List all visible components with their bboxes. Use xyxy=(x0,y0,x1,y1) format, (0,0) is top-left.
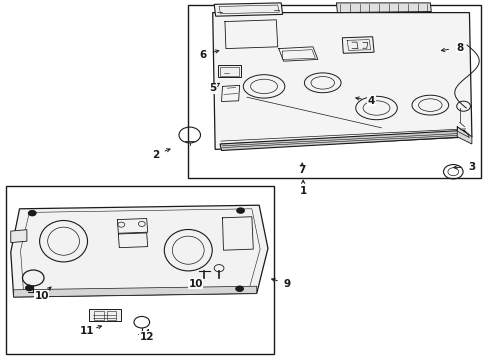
Bar xyxy=(220,67,238,76)
Bar xyxy=(217,65,241,77)
Bar xyxy=(6,186,273,354)
Text: 2: 2 xyxy=(152,150,159,160)
Polygon shape xyxy=(336,3,430,13)
Polygon shape xyxy=(212,13,471,149)
Text: 12: 12 xyxy=(139,332,154,342)
Text: 7: 7 xyxy=(298,165,305,175)
Circle shape xyxy=(28,210,37,216)
Circle shape xyxy=(236,207,244,214)
Text: 4: 4 xyxy=(367,96,375,106)
Bar xyxy=(89,309,121,321)
Polygon shape xyxy=(456,127,471,144)
Polygon shape xyxy=(214,3,282,16)
Text: 10: 10 xyxy=(188,279,203,289)
Text: 3: 3 xyxy=(468,162,474,172)
Polygon shape xyxy=(220,130,466,150)
Text: 9: 9 xyxy=(284,279,290,289)
Polygon shape xyxy=(11,230,27,243)
Polygon shape xyxy=(14,286,256,297)
Bar xyxy=(94,311,103,320)
Bar xyxy=(188,5,480,178)
Circle shape xyxy=(25,285,34,291)
Text: 1: 1 xyxy=(299,186,306,196)
Text: 10: 10 xyxy=(34,291,49,301)
Bar xyxy=(106,311,116,320)
Polygon shape xyxy=(11,205,267,297)
Circle shape xyxy=(235,285,244,292)
Polygon shape xyxy=(342,37,373,53)
Text: 8: 8 xyxy=(455,42,462,53)
Text: 5: 5 xyxy=(209,83,216,93)
Text: 6: 6 xyxy=(199,50,206,60)
Text: 11: 11 xyxy=(80,326,94,336)
